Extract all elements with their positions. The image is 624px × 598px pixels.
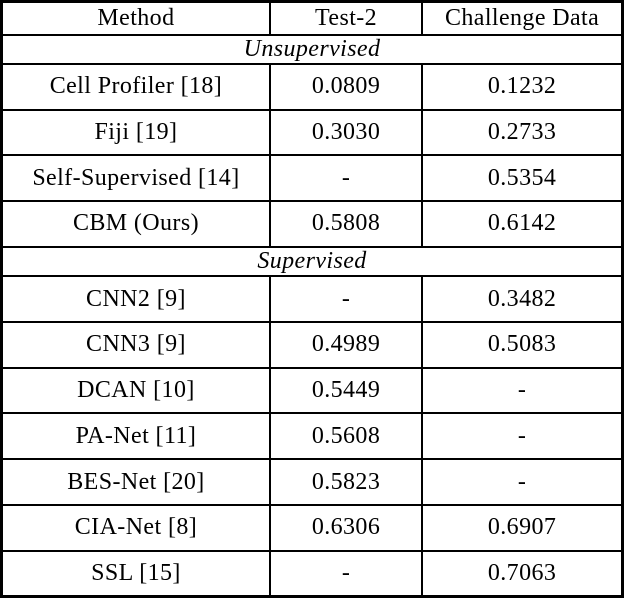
challenge-data-cell: - (421, 458, 624, 506)
challenge-data-cell: 0.1232 (421, 62, 624, 111)
method-cell: CIA-Net [8] (0, 503, 271, 552)
section-row-supervised: Supervised (0, 245, 624, 278)
table-row-cia-net: CIA-Net [8] 0.6306 0.6907 (0, 503, 624, 552)
table-row-fiji: Fiji [19] 0.3030 0.2733 (0, 108, 624, 157)
test2-cell: 0.5449 (268, 366, 424, 415)
method-cell: BES-Net [20] (0, 458, 271, 506)
challenge-data-cell: 0.3482 (421, 275, 624, 324)
method-cell: CNN3 [9] (0, 321, 271, 369)
test2-cell: 0.4989 (268, 321, 424, 369)
method-cell: DCAN [10] (0, 366, 271, 415)
table-row-cnn3: CNN3 [9] 0.4989 0.5083 (0, 321, 624, 369)
test2-cell: 0.5608 (268, 412, 424, 461)
test2-cell: - (268, 549, 424, 598)
table-row-cbm-ours: CBM (Ours) 0.5808 0.6142 (0, 200, 624, 248)
challenge-data-cell: 0.7063 (421, 549, 624, 598)
test2-cell: 0.3030 (268, 108, 424, 157)
section-row-unsupervised: Unsupervised (0, 33, 624, 65)
method-cell: CNN2 [9] (0, 275, 271, 324)
challenge-data-cell: 0.5354 (421, 154, 624, 203)
test2-cell: - (268, 275, 424, 324)
table-header-row: Method Test-2 Challenge Data (0, 0, 624, 36)
method-cell: PA-Net [11] (0, 412, 271, 461)
column-header-method: Method (0, 0, 271, 36)
challenge-data-cell: 0.2733 (421, 108, 624, 157)
section-header-unsupervised: Unsupervised (0, 33, 624, 65)
method-cell: CBM (Ours) (0, 200, 271, 248)
test2-cell: 0.6306 (268, 503, 424, 552)
challenge-data-cell: 0.6907 (421, 503, 624, 552)
table-row-pa-net: PA-Net [11] 0.5608 - (0, 412, 624, 461)
method-cell: Self-Supervised [14] (0, 154, 271, 203)
table-row-ssl: SSL [15] - 0.7063 (0, 549, 624, 598)
method-cell: Fiji [19] (0, 108, 271, 157)
table-row-cnn2: CNN2 [9] - 0.3482 (0, 275, 624, 324)
table-row-bes-net: BES-Net [20] 0.5823 - (0, 458, 624, 506)
table-row-dcan: DCAN [10] 0.5449 - (0, 366, 624, 415)
table-row-cell-profiler: Cell Profiler [18] 0.0809 0.1232 (0, 62, 624, 111)
method-cell: Cell Profiler [18] (0, 62, 271, 111)
challenge-data-cell: 0.5083 (421, 321, 624, 369)
test2-cell: 0.5808 (268, 200, 424, 248)
column-header-challenge-data: Challenge Data (421, 0, 624, 36)
challenge-data-cell: - (421, 366, 624, 415)
test2-cell: - (268, 154, 424, 203)
test2-cell: 0.5823 (268, 458, 424, 506)
test2-cell: 0.0809 (268, 62, 424, 111)
table-row-self-supervised: Self-Supervised [14] - 0.5354 (0, 154, 624, 203)
section-header-supervised: Supervised (0, 245, 624, 278)
challenge-data-cell: 0.6142 (421, 200, 624, 248)
column-header-test2: Test-2 (268, 0, 424, 36)
challenge-data-cell: - (421, 412, 624, 461)
method-cell: SSL [15] (0, 549, 271, 598)
